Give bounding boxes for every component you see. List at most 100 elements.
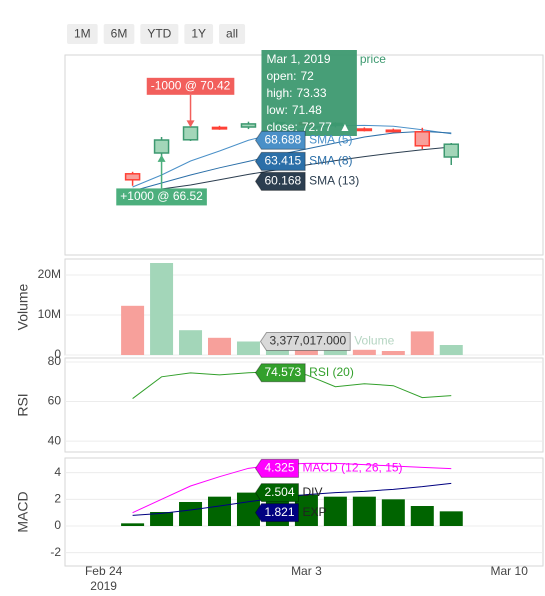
volume-bar (323, 347, 347, 355)
x-tick-label: Mar 3 (291, 564, 322, 578)
x-tick-label: Mar 10 (491, 564, 529, 578)
hover-label-value: 4.325 (264, 461, 294, 475)
y-tick-label: 4 (54, 465, 61, 479)
hover-label: 1.821 EXP (254, 503, 327, 523)
tooltip-row-value: 72 (301, 69, 315, 83)
hover-label-value: 2.504 (264, 485, 294, 499)
range-button-label[interactable]: 6M (111, 27, 128, 41)
div-bar (294, 494, 318, 526)
annotation-text: -1000 @ 70.42 (151, 78, 231, 92)
y-axis-title: MACD (15, 491, 31, 532)
range-button[interactable]: YTD (140, 24, 179, 44)
x-tick-label: Feb 24 (85, 564, 123, 578)
hover-label: 63.415 SMA (8) (254, 151, 353, 171)
hover-label-name: EXP (303, 505, 327, 519)
range-button-bg[interactable] (140, 24, 179, 44)
range-button-label[interactable]: YTD (147, 27, 171, 41)
hover-label: 68.688 SMA (5) (254, 130, 353, 150)
y-tick-label: 10M (38, 307, 61, 321)
hover-label-name: RSI (20) (309, 365, 354, 379)
range-button-bg[interactable] (184, 24, 214, 44)
range-button[interactable]: 1M (67, 24, 98, 44)
hover-label-value: 3,377,017.000 (269, 334, 346, 348)
hover-label-box (254, 363, 306, 383)
range-button[interactable]: 6M (103, 24, 135, 44)
annotation-box (146, 77, 235, 95)
y-tick-label: 80 (48, 354, 62, 368)
candle-body (385, 129, 402, 133)
trade-annotation: +1000 @ 66.52 (116, 154, 207, 206)
hover-label-box (259, 331, 351, 351)
volume-bar (150, 263, 174, 355)
range-button-label[interactable]: 1M (74, 27, 91, 41)
sma-line (132, 130, 452, 192)
div-bar (381, 499, 405, 526)
trade-annotation: -1000 @ 70.42 (146, 77, 235, 128)
hover-label: 2.504 DIV (254, 483, 323, 503)
y-axis-title: Volume (15, 283, 31, 330)
range-button[interactable]: all (219, 24, 246, 44)
candle-body (182, 126, 199, 141)
y-tick-label: 40 (48, 433, 62, 447)
y-tick-label: 60 (48, 394, 62, 408)
range-button-label[interactable]: 1Y (191, 27, 206, 41)
range-button[interactable]: 1Y (184, 24, 214, 44)
hover-label-value: 68.688 (264, 132, 301, 146)
div-bar (150, 512, 174, 526)
candle-body (211, 126, 228, 130)
hover-label-box (254, 171, 306, 191)
y-tick-label: -2 (50, 545, 61, 559)
candle-body (240, 123, 257, 128)
hover-label-value: 1.821 (264, 505, 294, 519)
hover-label-box (254, 151, 306, 171)
hover-label-box (254, 130, 306, 150)
y-tick-label: 0 (54, 518, 61, 532)
hover-label-name: SMA (13) (309, 174, 359, 188)
tooltip-symbol: ▲ (339, 120, 351, 134)
candle-body (356, 128, 373, 132)
hover-label: 4.325 MACD (12, 26, 15) (254, 458, 403, 478)
hover-label-name: MACD (12, 26, 15) (303, 461, 403, 475)
x-tick-year: 2019 (90, 579, 117, 593)
annotation-text: +1000 @ 66.52 (120, 189, 203, 203)
range-button-bg[interactable] (103, 24, 135, 44)
hover-label-box (254, 483, 300, 503)
y-tick-label: 0 (54, 347, 61, 361)
volume-bar (381, 351, 405, 355)
candle-body (443, 143, 460, 158)
hover-label-value: 63.415 (264, 154, 301, 168)
tooltip-row-label: close: (266, 120, 297, 134)
range-button-bg[interactable] (67, 24, 98, 44)
div-bar (208, 496, 232, 526)
tooltip-row-label: low: (266, 103, 287, 117)
hover-label: 74.573 RSI (20) (254, 363, 354, 383)
volume-bar (410, 331, 434, 355)
tooltip-title: Mar 1, 2019 (266, 52, 330, 66)
range-button-bg[interactable] (219, 24, 246, 44)
annotation-arrowhead (186, 120, 195, 128)
hover-label-box (254, 503, 300, 523)
hover-label-value: 60.168 (264, 174, 301, 188)
candle-body (124, 173, 141, 181)
tooltip-row-value: 73.33 (297, 86, 327, 100)
hover-label-value: 74.573 (264, 365, 301, 379)
annotation-box (116, 188, 207, 206)
div-bar (121, 523, 145, 526)
div-bar (179, 502, 203, 526)
hover-label-name: DIV (303, 485, 323, 499)
annotation-arrowhead (157, 154, 166, 162)
tooltip: Mar 1, 2019 open: 72 high: 73.33 low: 71.48 clo… (261, 50, 386, 136)
volume-bar (121, 305, 145, 355)
div-bar (323, 496, 347, 526)
candle-body (414, 131, 431, 147)
y-tick-label: 2 (54, 492, 61, 506)
candle-body (153, 139, 170, 154)
hover-label: 60.168 SMA (13) (254, 171, 359, 191)
div-bar (236, 492, 260, 526)
range-button-label[interactable]: all (226, 27, 238, 41)
volume-bar (208, 337, 232, 355)
hover-label-name: Volume (354, 334, 394, 348)
hover-label-name: SMA (5) (309, 132, 352, 146)
tooltip-series-name: price (360, 52, 386, 66)
